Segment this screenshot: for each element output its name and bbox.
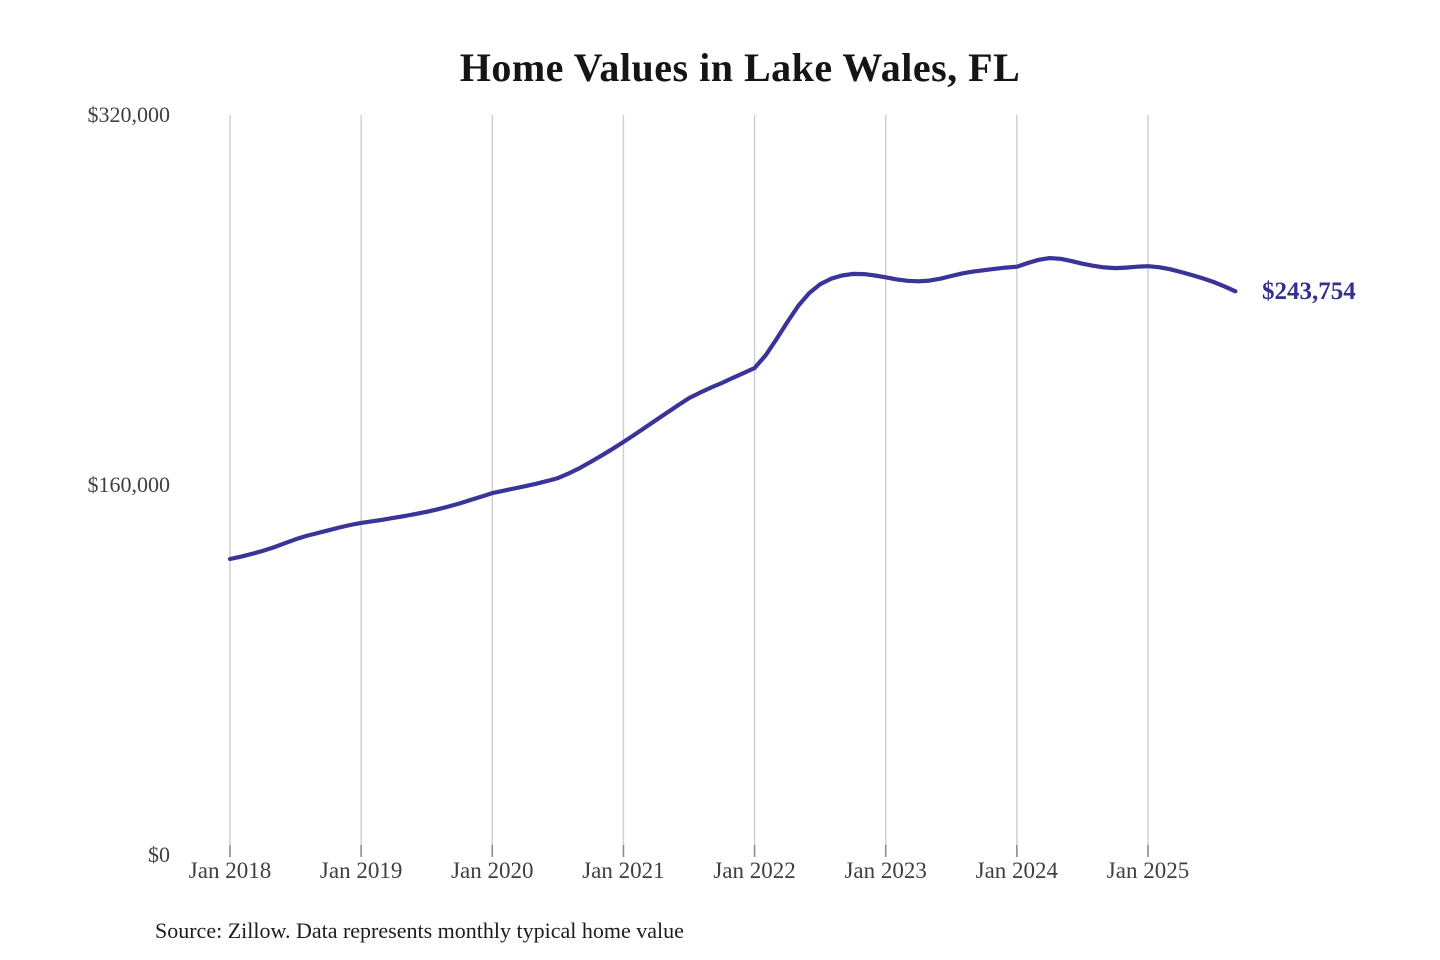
current-value-label: $243,754	[1262, 278, 1356, 306]
x-axis-label-jan-2022: Jan 2022	[713, 858, 796, 883]
chart-title: Home Values in Lake Wales, FL	[459, 45, 1021, 90]
x-axis-label-jan-2021: Jan 2021	[582, 858, 665, 883]
source-note: Source: Zillow. Data represents monthly …	[155, 918, 684, 943]
x-axis-label-jan-2025: Jan 2025	[1106, 858, 1190, 883]
x-axis-label-jan-2020: Jan 2020	[451, 858, 534, 883]
x-axis-label-jan-2019: Jan 2019	[319, 858, 403, 883]
y-axis-label-0: $0	[148, 842, 170, 867]
x-axis-label-jan-2018: Jan 2018	[188, 858, 272, 883]
x-axis-label-jan-2024: Jan 2024	[975, 858, 1059, 883]
x-axis-label-jan-2023: Jan 2023	[844, 858, 927, 883]
home-value-line	[227, 256, 1238, 562]
y-axis-label-320000: $320,000	[87, 102, 171, 127]
y-axis-label-160000: $160,000	[87, 472, 171, 497]
